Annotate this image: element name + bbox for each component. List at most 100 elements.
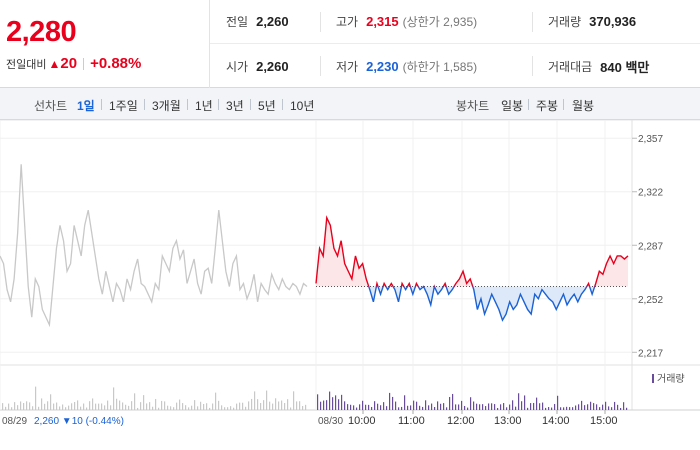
volume-bar bbox=[512, 400, 514, 410]
x-tick-label: 15:00 bbox=[590, 415, 618, 427]
prev-volume-bar bbox=[143, 395, 145, 410]
intraday-chart: 2,357 2,322 2,287 2,252 2,217 거래량 08/29 2,260 ▼… bbox=[0, 120, 700, 427]
volume-bar bbox=[548, 407, 550, 410]
tab-weekly-candle[interactable]: 주봉 bbox=[536, 99, 559, 113]
prev-volume-bar bbox=[71, 403, 73, 410]
change-row: 전일대비 ▲ 20 +0.88% bbox=[6, 55, 141, 72]
prev-volume-bar bbox=[68, 405, 70, 410]
y-tick-label: 2,287 bbox=[638, 241, 663, 252]
volume-bar bbox=[500, 404, 502, 410]
prev-volume-bar bbox=[305, 404, 307, 410]
prev-volume-bar bbox=[176, 402, 178, 410]
volume-bar bbox=[392, 396, 394, 410]
prev-volume-bar bbox=[233, 407, 235, 410]
volume-bar bbox=[344, 401, 346, 410]
volume-bar bbox=[554, 404, 556, 410]
tab-3m[interactable]: 3개월 bbox=[152, 99, 181, 113]
prev-volume-bar bbox=[125, 404, 127, 410]
divider bbox=[187, 99, 188, 110]
volume-bar bbox=[338, 399, 340, 410]
volume-bar bbox=[569, 407, 571, 410]
prev-volume-bar bbox=[203, 403, 205, 410]
volume-bar bbox=[440, 403, 442, 410]
prev-volume-bar bbox=[221, 405, 223, 410]
x-tick-label: 14:00 bbox=[542, 415, 570, 427]
prev-volume-bar bbox=[5, 406, 7, 410]
volume-bar bbox=[593, 403, 595, 410]
volume-bar bbox=[557, 395, 559, 410]
volume-bar bbox=[602, 404, 604, 410]
volume-bar bbox=[326, 400, 328, 410]
prev-volume-bar bbox=[275, 398, 277, 410]
high-value: 2,315 bbox=[366, 14, 399, 29]
volume-bar bbox=[536, 397, 538, 410]
volume-bar bbox=[386, 406, 388, 410]
prev-volume-bar bbox=[290, 407, 292, 410]
tab-monthly-candle[interactable]: 월봉 bbox=[572, 99, 595, 113]
volume-bar bbox=[620, 407, 622, 410]
amount-value: 840 백만 bbox=[600, 59, 650, 75]
prev-close-value: 2,260 bbox=[256, 14, 289, 29]
prev-volume-bar bbox=[278, 401, 280, 410]
prev-volume-bar bbox=[41, 398, 43, 410]
tab-1d[interactable]: 1일 bbox=[77, 99, 95, 113]
volume-bar bbox=[323, 400, 325, 410]
volume-bar bbox=[413, 400, 415, 410]
prev-volume-bar bbox=[107, 400, 109, 410]
price-block: 2,280 전일대비 ▲ 20 +0.88% bbox=[0, 0, 210, 88]
volume-bar bbox=[437, 401, 439, 410]
prev-volume-bar bbox=[35, 386, 37, 410]
volume-bar bbox=[572, 407, 574, 410]
volume-bar bbox=[614, 401, 616, 410]
prev-volume-bar bbox=[245, 406, 247, 410]
tab-10y[interactable]: 10년 bbox=[290, 99, 315, 113]
volume-bar bbox=[374, 401, 376, 410]
prev-volume-bar bbox=[155, 399, 157, 410]
volume-bar bbox=[353, 405, 355, 410]
prev-volume-bar bbox=[302, 405, 304, 410]
prev-volume-bar bbox=[128, 405, 130, 410]
open-value: 2,260 bbox=[256, 58, 289, 74]
prev-volume-bar bbox=[140, 402, 142, 410]
volume-bar bbox=[416, 401, 418, 410]
prev-volume-bar bbox=[218, 400, 220, 410]
tab-daily-candle[interactable]: 일봉 bbox=[501, 99, 524, 113]
tab-5y[interactable]: 5년 bbox=[258, 99, 276, 113]
up-triangle-icon: ▲ bbox=[48, 56, 61, 71]
tab-3y[interactable]: 3년 bbox=[226, 99, 244, 113]
prev-volume-bar bbox=[95, 403, 97, 410]
prev-volume-bar bbox=[263, 400, 265, 410]
prev-volume-bar bbox=[266, 390, 268, 410]
volume-bar bbox=[560, 407, 562, 410]
prev-volume-bar bbox=[212, 403, 214, 410]
chart-period-tabs: 선차트 1일 1주일 3개월 1년 3년 5년 10년 봉차트 일봉 주봉 월봉 bbox=[0, 88, 700, 120]
prev-day-summary: 2,260 ▼10 (-0.44%) bbox=[34, 416, 124, 427]
volume-label: 거래량 bbox=[548, 15, 582, 29]
prev-volume-bar bbox=[59, 406, 61, 410]
amount-cell: 거래대금 840 백만 bbox=[548, 57, 649, 76]
volume-bar bbox=[419, 405, 421, 410]
prev-volume-bar bbox=[74, 401, 76, 410]
volume-bar bbox=[545, 407, 547, 410]
prev-volume-bar bbox=[113, 387, 115, 410]
prev-volume-bar bbox=[230, 406, 232, 410]
volume-bar bbox=[467, 407, 469, 410]
tab-1y[interactable]: 1년 bbox=[195, 99, 213, 113]
prev-volume-bar bbox=[272, 403, 274, 410]
divider bbox=[144, 99, 145, 110]
volume-bar bbox=[401, 406, 403, 410]
prev-volume-bar bbox=[242, 402, 244, 410]
prev-volume-bar bbox=[134, 393, 136, 410]
prev-volume-bar bbox=[254, 391, 256, 410]
low-cell: 저가 2,230 (하한가 1,585) bbox=[336, 58, 477, 75]
volume-bar bbox=[527, 407, 529, 410]
volume-bar bbox=[581, 400, 583, 410]
open-cell: 시가 2,260 bbox=[226, 58, 289, 75]
volume-bar bbox=[449, 396, 451, 410]
tab-1w[interactable]: 1주일 bbox=[109, 99, 138, 113]
prev-volume-bar bbox=[62, 404, 64, 410]
prev-volume-bar bbox=[236, 403, 238, 410]
volume-bar bbox=[425, 400, 427, 410]
prev-volume-bar bbox=[296, 401, 298, 410]
prev-volume-bar bbox=[104, 405, 106, 410]
